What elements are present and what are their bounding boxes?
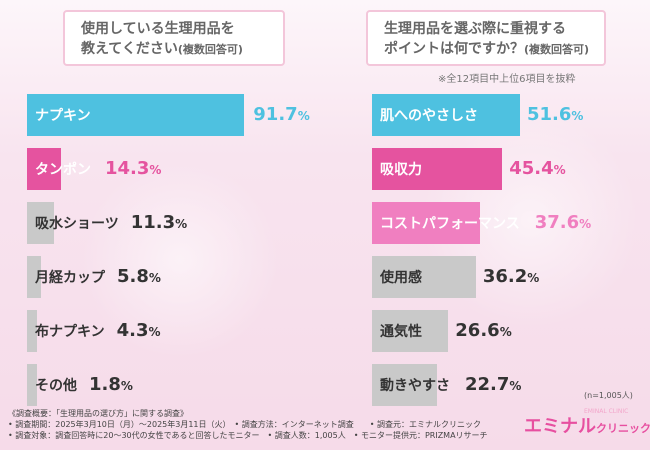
priority-value-unit: % bbox=[579, 217, 592, 231]
usage-value-label: 5.8% bbox=[117, 266, 161, 287]
usage-value-unit: % bbox=[148, 271, 161, 285]
usage-bar: ナプキン bbox=[27, 94, 245, 136]
priority-bar: 吸収力 bbox=[372, 148, 503, 190]
priority-value-number: 51.6 bbox=[527, 104, 572, 125]
survey-line-1: 《調査概要：「生理用品の選び方」に関する調査》 bbox=[8, 409, 188, 418]
priority-value-label: 37.6% bbox=[535, 212, 591, 233]
priority-value-label: 22.7% bbox=[465, 374, 521, 395]
usage-bar-fill bbox=[27, 202, 54, 244]
priority-value-unit: % bbox=[509, 379, 522, 393]
usage-bar-fill bbox=[27, 310, 38, 352]
question-left-line2: 教えてください(複数回答可) bbox=[81, 39, 271, 60]
usage-value-label: 1.8% bbox=[89, 374, 133, 395]
question-right-line1: 生理用品を選ぶ際に重視する bbox=[384, 21, 566, 37]
question-right-line2: ポイントは何ですか？(複数回答可) bbox=[384, 39, 592, 60]
question-right-line2-text: ポイントは何ですか？ bbox=[384, 41, 524, 57]
priority-value-number: 37.6 bbox=[534, 212, 580, 233]
usage-value-number: 91.7 bbox=[253, 104, 298, 125]
usage-value-number: 14.3 bbox=[105, 158, 150, 179]
bar-category-label: 使用感 bbox=[380, 270, 422, 286]
bar-category-label: 動きやすさ bbox=[380, 378, 450, 394]
usage-value-label: 4.3% bbox=[117, 320, 161, 341]
usage-bar: 月経カップ bbox=[27, 256, 105, 298]
priority-value-number: 45.4 bbox=[509, 158, 554, 179]
usage-value-unit: % bbox=[297, 109, 310, 123]
usage-bar: その他 bbox=[27, 364, 77, 406]
priority-bar: 通気性 bbox=[372, 310, 449, 352]
survey-line-3: • 調査対象：調査回答時に20～30代の女性であると回答したモニター • 調査人… bbox=[8, 431, 488, 440]
bar-category-label: コストパフォーマンス bbox=[380, 216, 520, 232]
priority-value-label: 51.6% bbox=[527, 104, 583, 125]
selection-note: ※全12項目中上位6項目を抜粋 bbox=[438, 74, 576, 85]
question-left-line1: 使用している生理用品を bbox=[81, 21, 235, 37]
usage-value-number: 1.8 bbox=[89, 374, 121, 395]
logo-main-text: エミナル bbox=[524, 416, 596, 437]
usage-value-unit: % bbox=[175, 217, 188, 231]
bar-category-label: ナプキン bbox=[35, 108, 91, 124]
usage-value-unit: % bbox=[120, 379, 133, 393]
priority-bar: 使用感 bbox=[372, 256, 476, 298]
question-left: 使用している生理用品を 教えてください(複数回答可) bbox=[63, 10, 285, 66]
usage-bar: 吸水ショーツ bbox=[27, 202, 119, 244]
priority-bar: コストパフォーマンス bbox=[372, 202, 520, 244]
priority-value-unit: % bbox=[571, 109, 584, 123]
usage-value-label: 91.7% bbox=[253, 104, 309, 125]
priority-bar: 肌へのやさしさ bbox=[372, 94, 520, 136]
priority-value-unit: % bbox=[499, 325, 512, 339]
survey-summary: 《調査概要：「生理用品の選び方」に関する調査》 • 調査期間：2025年3月10… bbox=[8, 408, 488, 441]
priority-value-label: 26.6% bbox=[455, 320, 511, 341]
usage-value-unit: % bbox=[148, 325, 161, 339]
usage-value-number: 5.8 bbox=[117, 266, 149, 287]
usage-bar: 布ナプキン bbox=[27, 310, 105, 352]
priority-value-number: 36.2 bbox=[482, 266, 528, 287]
logo-sub-text: クリニック bbox=[596, 422, 650, 435]
question-left-suffix: (複数回答可) bbox=[177, 43, 243, 56]
usage-value-unit: % bbox=[149, 163, 162, 177]
usage-bar: タンポン bbox=[27, 148, 91, 190]
sample-size-note: (n=1,005人) bbox=[584, 391, 633, 400]
bar-category-label: 吸水ショーツ bbox=[35, 216, 119, 232]
bar-category-label: 布ナプキン bbox=[35, 324, 105, 340]
priority-value-label: 45.4% bbox=[509, 158, 565, 179]
bar-category-label: 肌へのやさしさ bbox=[380, 108, 478, 124]
priority-bar: 動きやすさ bbox=[372, 364, 450, 406]
bar-category-label: 吸収力 bbox=[380, 162, 422, 178]
eminal-clinic-logo: エミナルクリニック EMINAL CLINIC bbox=[524, 408, 650, 438]
bar-category-label: 通気性 bbox=[380, 324, 422, 340]
question-right: 生理用品を選ぶ際に重視する ポイントは何ですか？(複数回答可) bbox=[366, 10, 606, 66]
usage-value-label: 11.3% bbox=[131, 212, 187, 233]
usage-bar-fill bbox=[27, 256, 41, 298]
logo-tiny-text: EMINAL CLINIC bbox=[584, 408, 629, 415]
background-glow bbox=[80, 160, 280, 360]
usage-bar-fill bbox=[27, 364, 37, 406]
bar-category-label: タンポン bbox=[35, 162, 91, 178]
question-right-suffix: (複数回答可) bbox=[524, 43, 590, 56]
priority-value-label: 36.2% bbox=[483, 266, 539, 287]
usage-value-number: 11.3 bbox=[130, 212, 176, 233]
question-left-line2-text: 教えてください bbox=[81, 41, 178, 57]
usage-value-number: 4.3 bbox=[116, 320, 149, 341]
bar-category-label: その他 bbox=[35, 378, 77, 394]
priority-value-number: 22.7 bbox=[465, 374, 510, 395]
bar-category-label: 月経カップ bbox=[35, 270, 105, 286]
usage-value-label: 14.3% bbox=[105, 158, 161, 179]
priority-value-number: 26.6 bbox=[455, 320, 500, 341]
survey-line-2: • 調査期間：2025年3月10日（月）～2025年3月11日（火） • 調査方… bbox=[8, 420, 482, 429]
priority-value-unit: % bbox=[527, 271, 540, 285]
priority-value-unit: % bbox=[553, 163, 566, 177]
